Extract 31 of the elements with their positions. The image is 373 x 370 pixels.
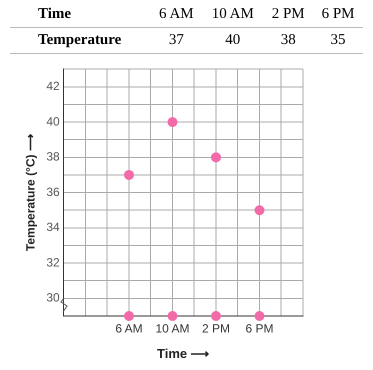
x-tick-label: 2 PM [202,322,230,336]
text: 37 [150,28,202,54]
y-tick-label: 40 [46,114,60,128]
y-tick-label: 42 [46,79,60,94]
text: 10 AM [202,2,264,28]
point [211,311,221,321]
point [254,311,264,321]
point [211,152,221,162]
text: 2 PM [263,2,314,28]
point [168,117,178,128]
text: 35 [313,28,363,54]
point [168,311,178,321]
y-tick-label: 32 [46,255,60,270]
point [124,170,134,180]
text: Time [10,2,150,28]
text: 38 [263,28,314,54]
y-tick-label: 30 [46,290,60,305]
y-tick-label: 38 [46,150,60,164]
x-axis-title: Time ⟶ [157,346,210,361]
y-tick-label: 34 [46,220,60,234]
x-tick-label: 10 AM [155,322,190,336]
point [124,311,134,321]
text: Temperature [10,28,150,54]
y-tick-label: 36 [46,184,60,199]
text: 40 [202,28,264,54]
x-tick-label: 6 AM [115,322,143,336]
y-axis-title: Temperature (°C) ⟶ [24,134,38,252]
text: 6 AM [150,2,202,28]
text: 6 PM [313,2,363,28]
x-tick-label: 6 PM [245,322,274,336]
point [254,205,264,216]
